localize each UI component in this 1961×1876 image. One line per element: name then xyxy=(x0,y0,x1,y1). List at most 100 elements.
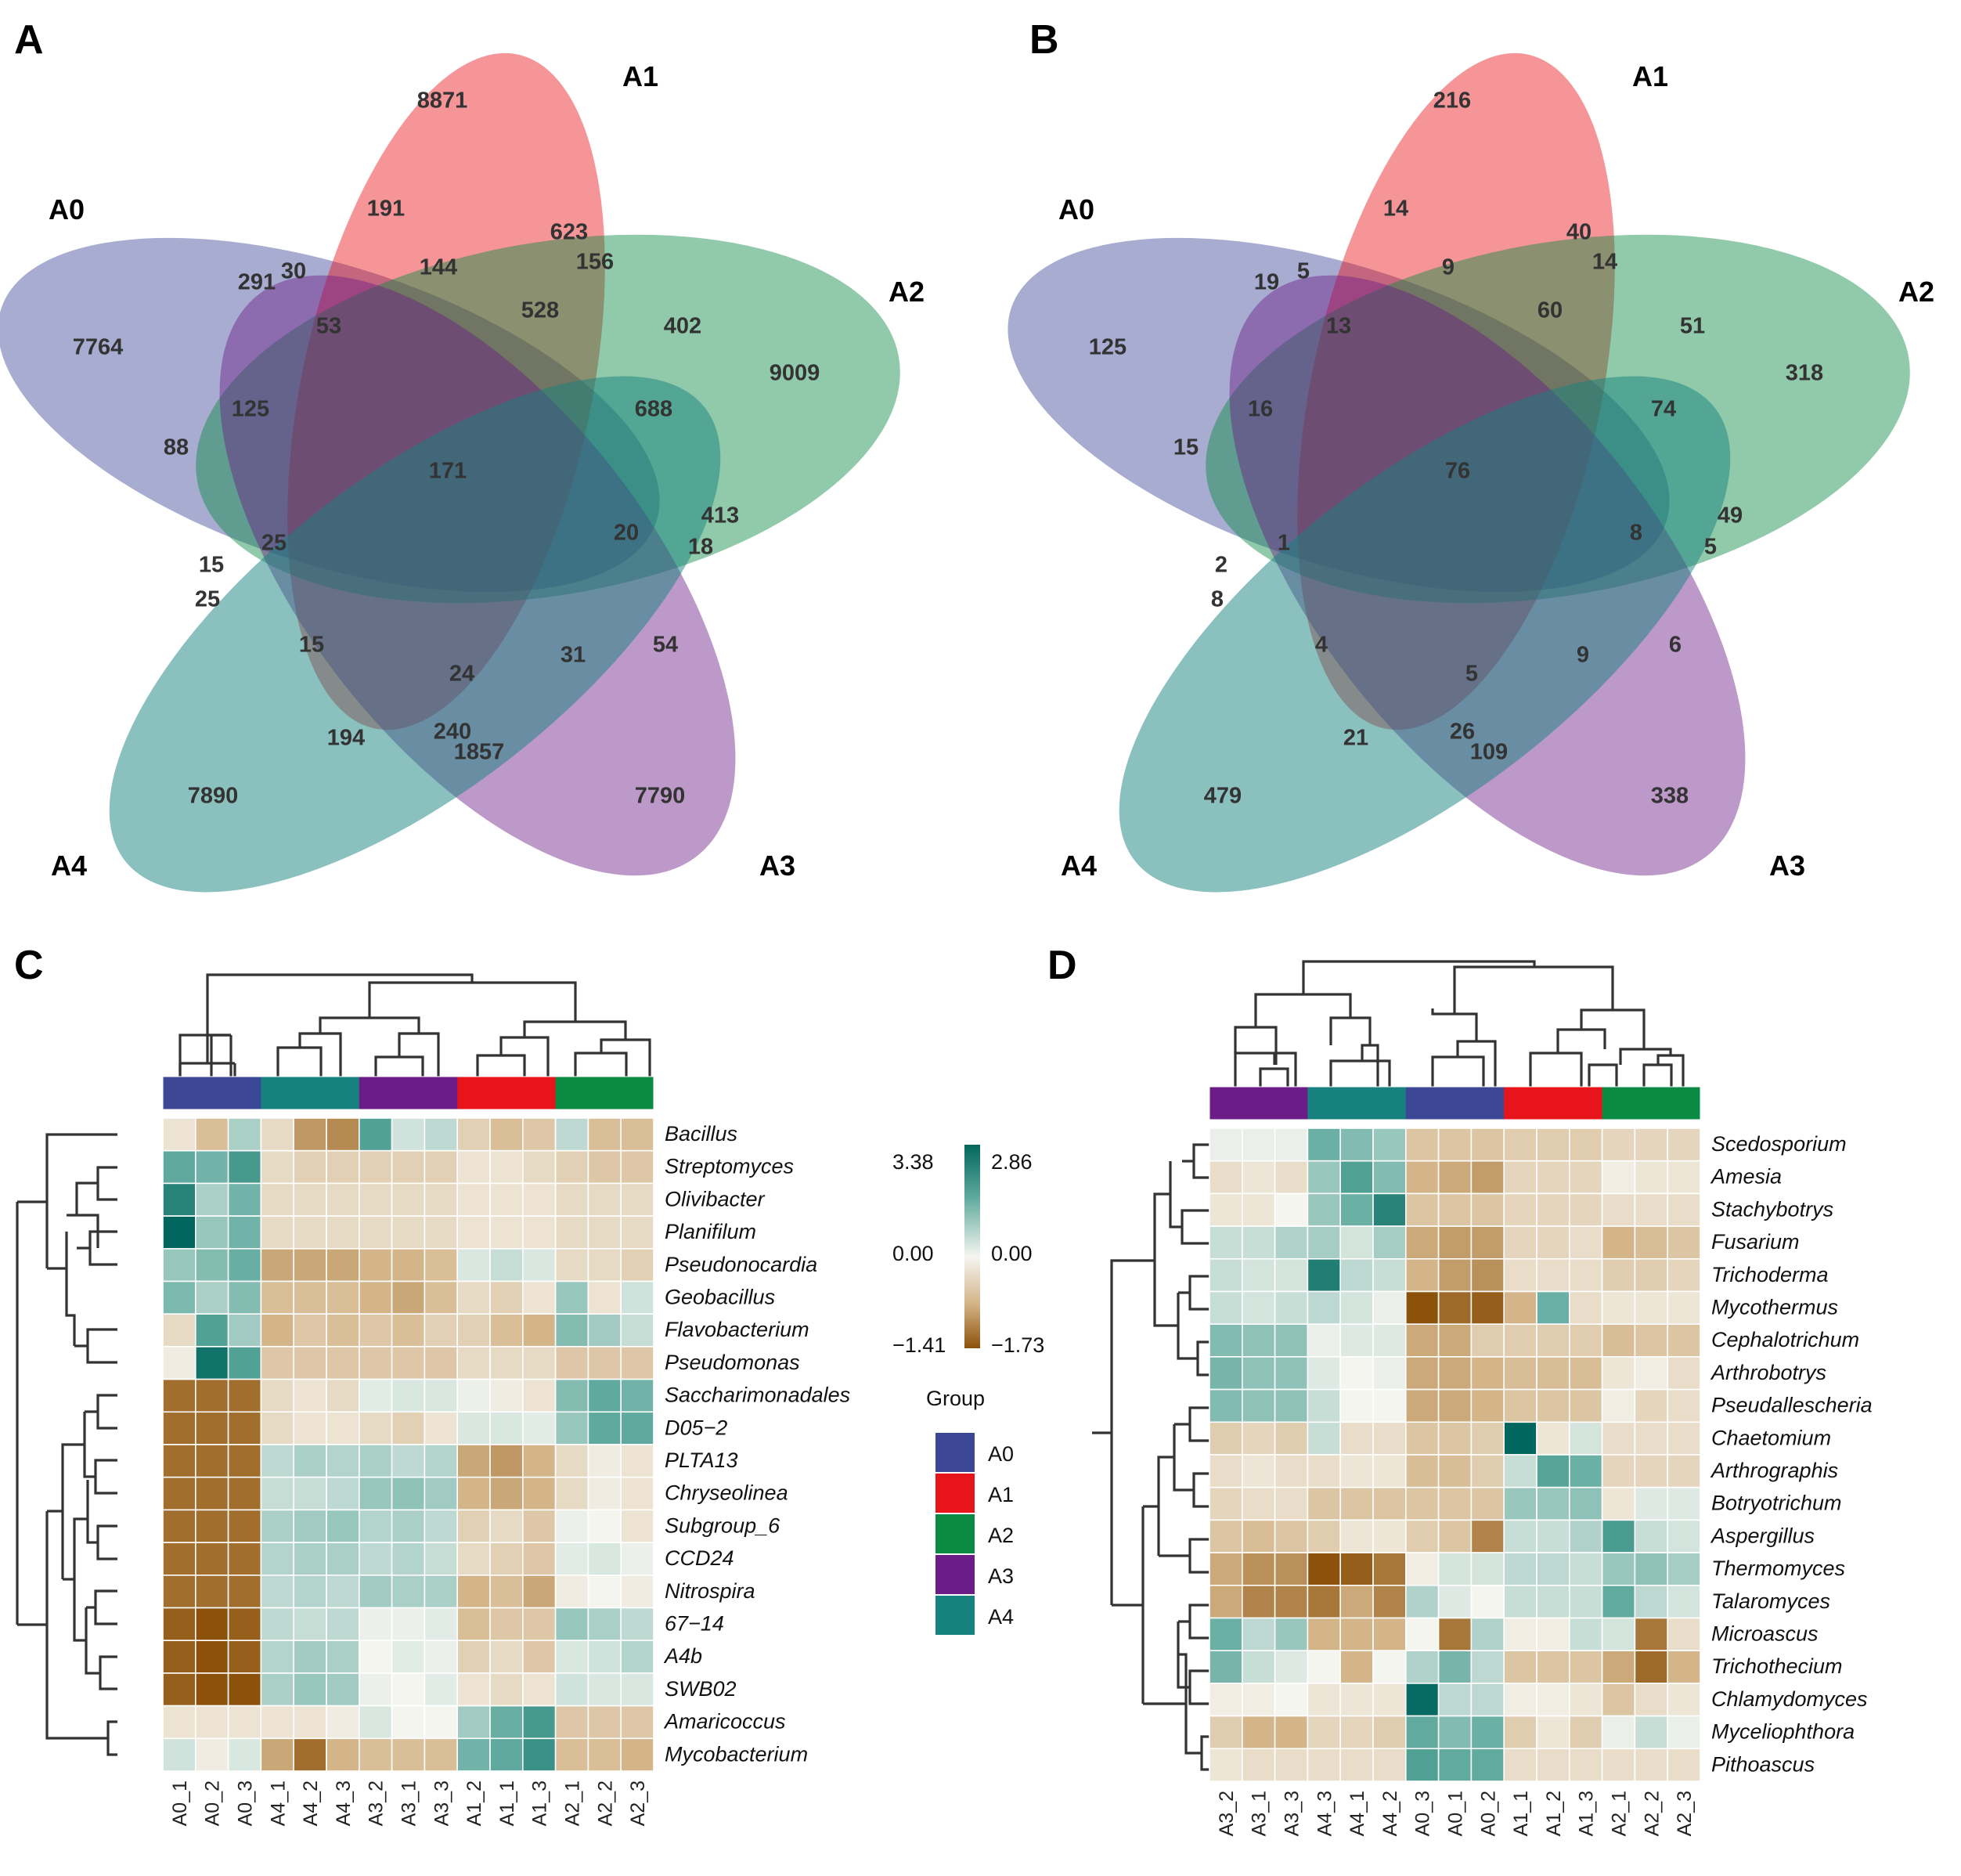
heatmap-cell xyxy=(227,1378,262,1413)
heatmap-cell xyxy=(326,1215,360,1250)
heatmap-cell xyxy=(227,1117,262,1152)
row-label: Stachybotrys xyxy=(1711,1197,1833,1221)
heatmap-cell xyxy=(326,1280,360,1315)
heatmap-cell xyxy=(489,1182,524,1217)
heatmap-cell xyxy=(521,1411,557,1445)
heatmap-cell xyxy=(424,1346,459,1380)
heatmap-cell xyxy=(1503,1421,1537,1456)
group-bar-segment xyxy=(1537,1087,1570,1120)
group-bar-segment xyxy=(359,1077,393,1109)
heatmap-cell xyxy=(162,1476,196,1511)
heatmap-cell xyxy=(1470,1421,1505,1456)
heatmap-cell xyxy=(1667,1552,1701,1586)
heatmap-cell xyxy=(1634,1323,1668,1358)
venn-count: 49 xyxy=(1718,503,1743,529)
heatmap-cell xyxy=(1209,1650,1243,1684)
heatmap-cell xyxy=(1437,1323,1473,1358)
venn-count: 6 xyxy=(1669,633,1682,658)
heatmap-cell xyxy=(1242,1748,1276,1782)
heatmap-cell xyxy=(1536,1585,1570,1619)
group-bar-segment xyxy=(228,1077,261,1109)
column-label: A4_1 xyxy=(267,1780,289,1826)
heatmap-cell xyxy=(1536,1290,1570,1326)
group-bar-segment xyxy=(621,1077,654,1109)
heatmap-cell xyxy=(391,1182,426,1217)
heatmap-cell xyxy=(1307,1650,1342,1684)
heatmap-cell xyxy=(293,1640,327,1674)
row-label: Pithoascus xyxy=(1711,1752,1815,1776)
venn-count: 5 xyxy=(1465,662,1478,687)
legend-c-mid: 0.00 xyxy=(892,1242,934,1265)
heatmap-cell xyxy=(162,1346,196,1380)
heatmap-cell xyxy=(424,1313,459,1347)
heatmap-cell xyxy=(1307,1748,1342,1782)
heatmap-cell xyxy=(1209,1454,1243,1488)
heatmap-cell xyxy=(1274,1683,1309,1717)
heatmap-cell xyxy=(521,1640,557,1674)
heatmap-cell xyxy=(1667,1519,1701,1553)
heatmap-cell xyxy=(1437,1356,1473,1391)
heatmap-cell xyxy=(1634,1585,1668,1619)
heatmap-cell xyxy=(1209,1617,1243,1652)
heatmap-cell xyxy=(326,1672,360,1707)
heatmap-cell xyxy=(162,1149,196,1185)
heatmap-cell xyxy=(554,1705,589,1740)
heatmap-cell xyxy=(1569,1650,1603,1684)
heatmap-cell xyxy=(554,1575,589,1609)
heatmap-cell xyxy=(358,1248,393,1283)
heatmap-cell xyxy=(326,1737,360,1772)
heatmap-cell xyxy=(1634,1258,1668,1293)
group-bar-segment xyxy=(490,1077,524,1109)
heatmap-cell xyxy=(1667,1127,1701,1162)
heatmap-cell xyxy=(1405,1258,1440,1293)
heatmap-cell xyxy=(424,1215,459,1250)
heatmap-cell xyxy=(1209,1290,1243,1326)
heatmap-cell xyxy=(260,1640,294,1674)
heatmap-cell xyxy=(1242,1454,1276,1488)
venn-count: 31 xyxy=(561,643,586,668)
heatmap-cell xyxy=(1274,1225,1309,1260)
heatmap-cell xyxy=(1634,1388,1668,1423)
heatmap-cell xyxy=(1274,1421,1309,1456)
row-label: Myceliophthora xyxy=(1711,1720,1855,1744)
heatmap-cell xyxy=(358,1346,393,1380)
heatmap-cell xyxy=(358,1542,393,1576)
heatmap-cell xyxy=(1405,1421,1440,1456)
heatmap-cell xyxy=(1372,1323,1407,1358)
column-label: A1_1 xyxy=(1510,1791,1532,1836)
heatmap-cell xyxy=(1405,1160,1440,1195)
venn-a-ellipse-a4 xyxy=(109,376,721,893)
heatmap-cell xyxy=(227,1476,262,1511)
heatmap-cell xyxy=(620,1117,654,1152)
venn-b-label-a0: A0 xyxy=(1058,193,1094,225)
heatmap-cell xyxy=(391,1640,426,1674)
heatmap-cell xyxy=(1437,1519,1473,1553)
heatmap-cell xyxy=(195,1509,229,1543)
heatmap-cell xyxy=(1339,1650,1374,1684)
column-label: A3_1 xyxy=(398,1780,420,1826)
venn-count: 1857 xyxy=(454,740,505,765)
venn-count: 13 xyxy=(1326,314,1351,339)
venn-count: 7890 xyxy=(188,784,239,809)
venn-count: 76 xyxy=(1445,459,1470,484)
heatmap-cell xyxy=(489,1476,524,1511)
heatmap-cell xyxy=(391,1149,426,1185)
legend-swatch xyxy=(935,1555,975,1594)
heatmap-cell xyxy=(489,1346,524,1380)
heatmap-cell xyxy=(1372,1454,1407,1488)
group-bar-segment xyxy=(1340,1087,1374,1120)
heatmap-cell xyxy=(1372,1388,1407,1423)
venn-count: 25 xyxy=(195,587,220,612)
heatmap-cell xyxy=(1307,1388,1342,1423)
heatmap-cell xyxy=(424,1476,459,1511)
heatmap-cell xyxy=(1601,1715,1636,1750)
heatmap-cell xyxy=(326,1378,360,1413)
row-label: Bacillus xyxy=(665,1122,737,1145)
heatmap-cell xyxy=(489,1705,524,1740)
heatmap-c: Bacillus Streptomyces Olivibacter Planifilu… xyxy=(16,973,850,1826)
heatmap-cell xyxy=(554,1509,589,1543)
heatmap-cell xyxy=(1307,1617,1342,1652)
heatmap-cell xyxy=(1339,1683,1374,1717)
heatmap-cell xyxy=(1667,1454,1701,1488)
heatmap-cell xyxy=(1536,1258,1570,1293)
